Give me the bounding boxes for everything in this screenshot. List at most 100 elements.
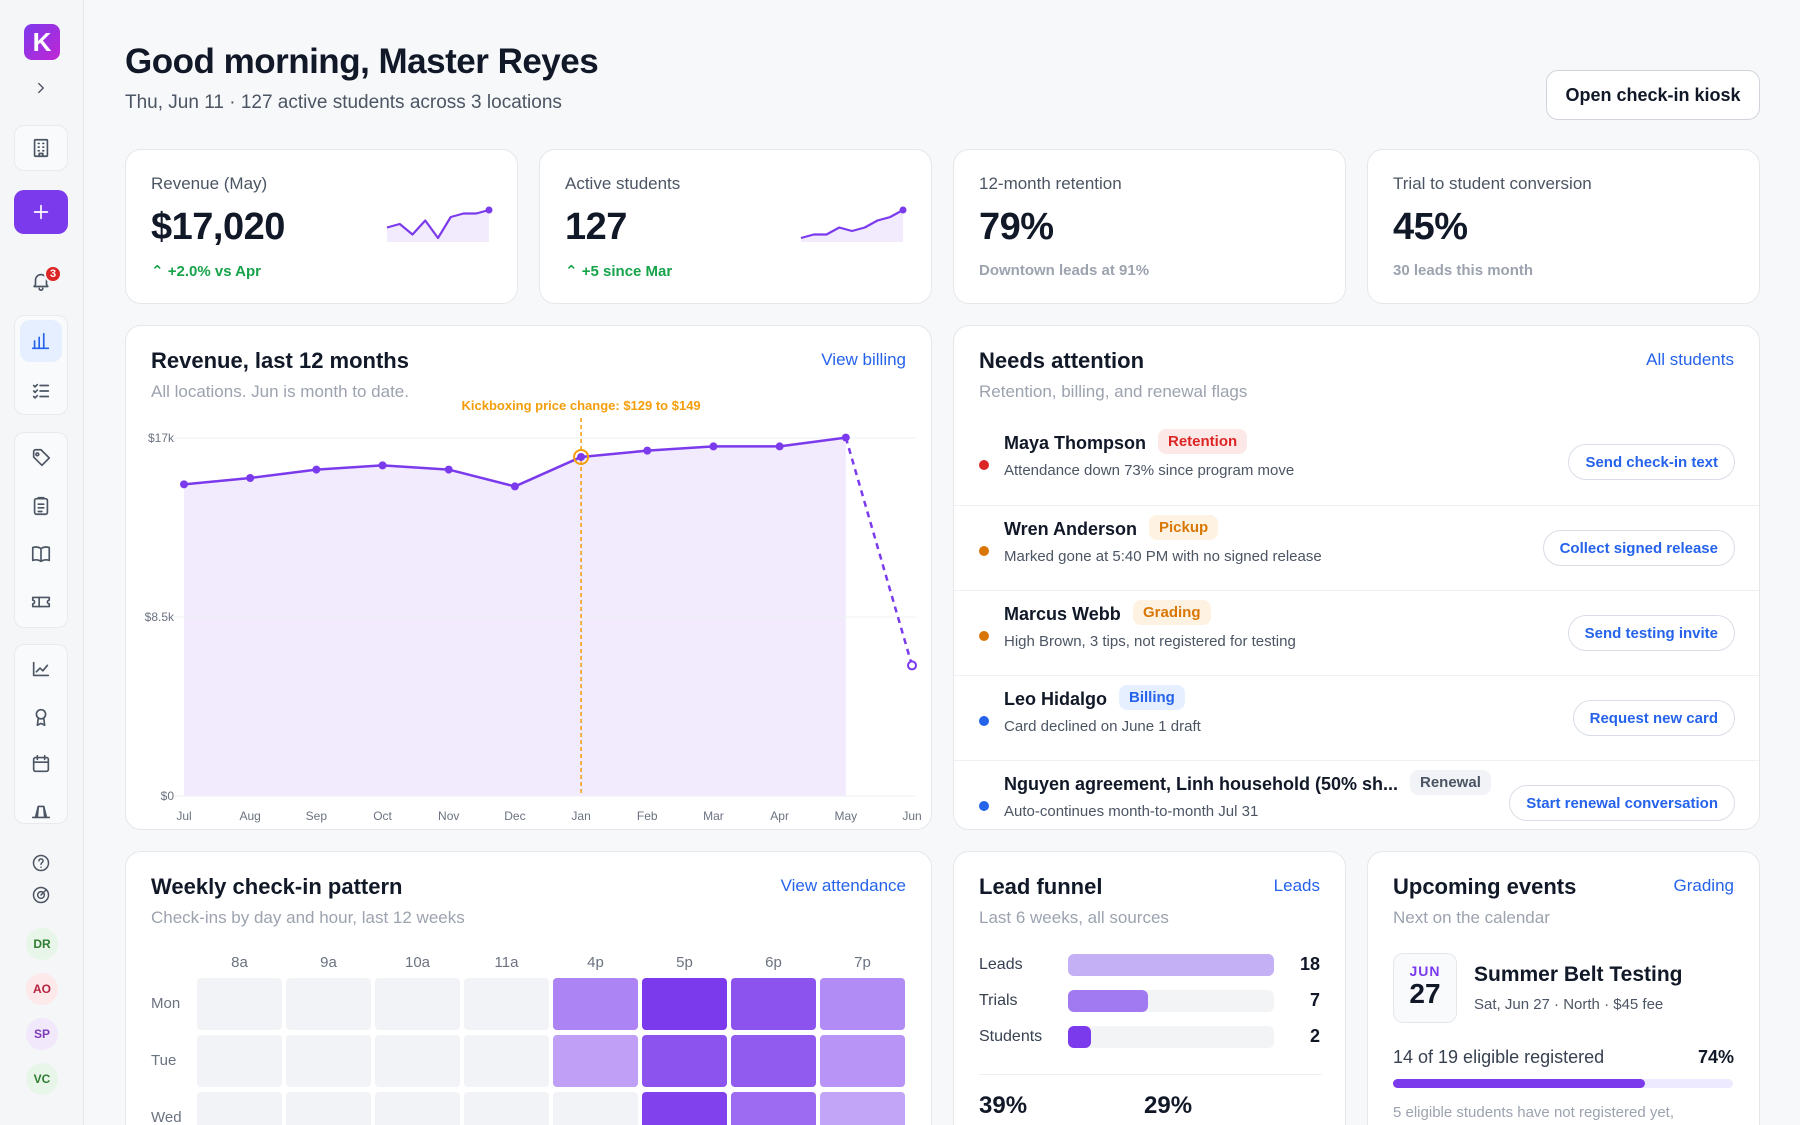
book-icon[interactable] xyxy=(14,532,68,576)
chart-point[interactable] xyxy=(510,482,519,491)
kpi-card-conversion[interactable]: Trial to student conversion 45% 30 leads… xyxy=(1367,149,1760,304)
kpi-card-revenue[interactable]: Revenue (May) $17,020 ⌃ +2.0% vs Apr xyxy=(125,149,518,304)
kpi-card-active-students[interactable]: Active students 127 ⌃ +5 since Mar xyxy=(539,149,932,304)
heatmap-cell[interactable] xyxy=(375,1035,460,1087)
heatmap-cell[interactable] xyxy=(731,1035,816,1087)
attention-action-button[interactable]: Send check-in text xyxy=(1568,444,1735,480)
leads-link[interactable]: Leads xyxy=(1273,876,1320,895)
view-billing-link[interactable]: View billing xyxy=(821,350,906,369)
status-dot xyxy=(979,801,989,811)
heatmap-cell[interactable] xyxy=(197,1035,282,1087)
ticket-icon[interactable] xyxy=(14,580,68,624)
chart-point[interactable] xyxy=(841,433,850,442)
attention-row[interactable]: Leo Hidalgo Billing Card declined on June … xyxy=(954,675,1759,760)
heatmap-cell[interactable] xyxy=(464,1035,549,1087)
student-name[interactable]: Nguyen agreement, Linh household (50% sh… xyxy=(1004,774,1399,794)
avatar-4[interactable]: VC xyxy=(26,1063,58,1095)
dojo-gate-icon[interactable] xyxy=(14,789,68,833)
student-name[interactable]: Wren Anderson xyxy=(1004,519,1138,539)
chart-point[interactable] xyxy=(643,446,652,455)
student-name[interactable]: Maya Thompson xyxy=(1004,433,1147,453)
heatmap-cell[interactable] xyxy=(286,1092,371,1125)
chart-point[interactable] xyxy=(378,461,387,470)
attention-row[interactable]: Nguyen agreement, Linh household (50% sh… xyxy=(954,760,1759,845)
add-button[interactable] xyxy=(14,190,68,234)
heatmap-cell[interactable] xyxy=(820,1092,905,1125)
kpi-label: Revenue (May) xyxy=(151,174,268,193)
attention-row[interactable]: Maya Thompson Retention Attendance down 73… xyxy=(954,420,1759,505)
all-students-link[interactable]: All students xyxy=(1646,350,1734,369)
heatmap-cell[interactable] xyxy=(731,978,816,1030)
heatmap-cell[interactable] xyxy=(464,1092,549,1125)
heatmap-cell[interactable] xyxy=(642,1035,727,1087)
heatmap-cell[interactable] xyxy=(197,1092,282,1125)
chart-annotation-marker xyxy=(573,448,590,465)
heatmap-cell[interactable] xyxy=(286,1035,371,1087)
flag-badge: Grading xyxy=(1133,600,1211,625)
dashboard-bar-chart-icon[interactable] xyxy=(20,320,62,362)
heatmap-cell[interactable] xyxy=(375,978,460,1030)
heatmap-cell[interactable] xyxy=(642,1092,727,1125)
attention-action-button[interactable]: Collect signed release xyxy=(1542,530,1735,566)
help-circle-icon[interactable] xyxy=(14,841,68,885)
tag-icon[interactable] xyxy=(14,436,68,480)
heatmap-cell[interactable] xyxy=(642,978,727,1030)
lead-funnel-card: Lead funnel Leads Last 6 weeks, all sour… xyxy=(953,851,1346,1125)
chart-point[interactable] xyxy=(775,442,784,451)
target-icon[interactable] xyxy=(14,873,68,917)
chart-point[interactable] xyxy=(709,442,718,451)
student-name[interactable]: Leo Hidalgo xyxy=(1004,689,1107,709)
building-icon[interactable] xyxy=(14,126,68,170)
attention-action-button[interactable]: Send testing invite xyxy=(1567,615,1735,651)
funnel-stage-label: Leads xyxy=(979,956,1023,973)
chart-point[interactable] xyxy=(444,465,453,474)
attention-action-button[interactable]: Request new card xyxy=(1572,700,1735,736)
kpi-value: $17,020 xyxy=(151,206,285,248)
heatmap-cell[interactable] xyxy=(464,978,549,1030)
heatmap-cell[interactable] xyxy=(553,1092,638,1125)
heatmap-hour-label: 4p xyxy=(587,954,604,971)
heatmap-cell[interactable] xyxy=(820,1035,905,1087)
student-name[interactable]: Marcus Webb xyxy=(1004,604,1121,624)
clipboard-icon[interactable] xyxy=(14,484,68,528)
chart-point-partial[interactable] xyxy=(907,660,917,671)
chart-point[interactable] xyxy=(577,452,586,461)
grading-link[interactable]: Grading xyxy=(1673,876,1734,895)
notifications-bell-icon[interactable]: 3 xyxy=(14,259,68,303)
calendar-icon[interactable] xyxy=(14,742,68,786)
chart-x-tick-label: Jan xyxy=(571,809,590,823)
attention-row[interactable]: Marcus Webb Grading High Brown, 3 tips, no… xyxy=(954,590,1759,675)
heatmap-cell[interactable] xyxy=(553,1035,638,1087)
revenue-area-chart[interactable]: Kickboxing price change: $129 to $149 $0… xyxy=(126,398,931,828)
attention-action-button[interactable]: Start renewal conversation xyxy=(1509,785,1735,821)
heatmap-cell[interactable] xyxy=(553,978,638,1030)
chart-point[interactable] xyxy=(246,474,255,483)
heatmap-cell[interactable] xyxy=(731,1092,816,1125)
heatmap-cell[interactable] xyxy=(197,978,282,1030)
award-icon[interactable] xyxy=(14,695,68,739)
heatmap-cell[interactable] xyxy=(286,978,371,1030)
trend-up-icon: ⌃ xyxy=(151,263,168,280)
heatmap-cell[interactable] xyxy=(820,978,905,1030)
chart-point[interactable] xyxy=(180,480,188,489)
checklist-icon[interactable] xyxy=(14,369,68,413)
app-logo[interactable]: K xyxy=(24,24,60,60)
event-registration-progress xyxy=(1393,1079,1733,1088)
open-checkin-kiosk-button[interactable]: Open check-in kiosk xyxy=(1546,70,1760,120)
location-switcher[interactable] xyxy=(14,125,68,171)
avatar-3[interactable]: SP xyxy=(26,1018,58,1050)
card-title: Weekly check-in pattern xyxy=(151,874,403,899)
view-attendance-link[interactable]: View attendance xyxy=(780,876,906,895)
chart-point[interactable] xyxy=(312,465,321,474)
event-title[interactable]: Summer Belt Testing xyxy=(1474,963,1683,986)
avatar-1[interactable]: DR xyxy=(26,928,58,960)
attention-row[interactable]: Wren Anderson Pickup Marked gone at 5:40 P… xyxy=(954,505,1759,590)
chart-x-tick-label: Apr xyxy=(770,809,789,823)
kpi-sparkline-students xyxy=(800,206,907,242)
funnel-stage-count: 18 xyxy=(1299,954,1320,974)
kpi-card-retention[interactable]: 12-month retention 79% Downtown leads at… xyxy=(953,149,1346,304)
line-chart-icon[interactable] xyxy=(14,647,68,691)
heatmap-cell[interactable] xyxy=(375,1092,460,1125)
avatar-2[interactable]: AO xyxy=(26,973,58,1005)
expand-sidebar-chevron-icon[interactable] xyxy=(14,66,68,110)
